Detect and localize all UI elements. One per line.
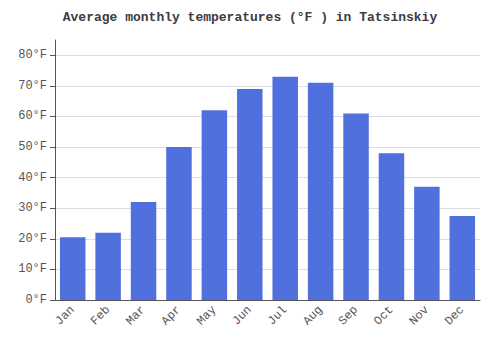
svg-text:Mar: Mar [123,303,148,328]
svg-text:Average monthly temperatures (: Average monthly temperatures (°F ) in Ta… [63,10,438,25]
svg-text:10°F: 10°F [18,262,47,276]
svg-text:Jan: Jan [53,303,78,328]
svg-text:Feb: Feb [88,303,113,328]
svg-text:70°F: 70°F [18,79,47,93]
svg-text:0°F: 0°F [25,293,47,307]
svg-text:Jul: Jul [265,303,290,328]
svg-text:30°F: 30°F [18,201,47,215]
svg-text:Dec: Dec [442,303,467,328]
svg-text:60°F: 60°F [18,109,47,123]
svg-text:50°F: 50°F [18,140,47,154]
svg-text:80°F: 80°F [18,48,47,62]
svg-text:Apr: Apr [159,303,184,328]
svg-text:40°F: 40°F [18,171,47,185]
svg-text:Sep: Sep [336,303,361,328]
svg-text:Aug: Aug [300,303,325,328]
svg-text:20°F: 20°F [18,232,47,246]
svg-text:Oct: Oct [371,303,396,328]
svg-text:Jun: Jun [230,303,255,328]
svg-text:May: May [194,303,219,328]
svg-text:Nov: Nov [407,303,432,328]
